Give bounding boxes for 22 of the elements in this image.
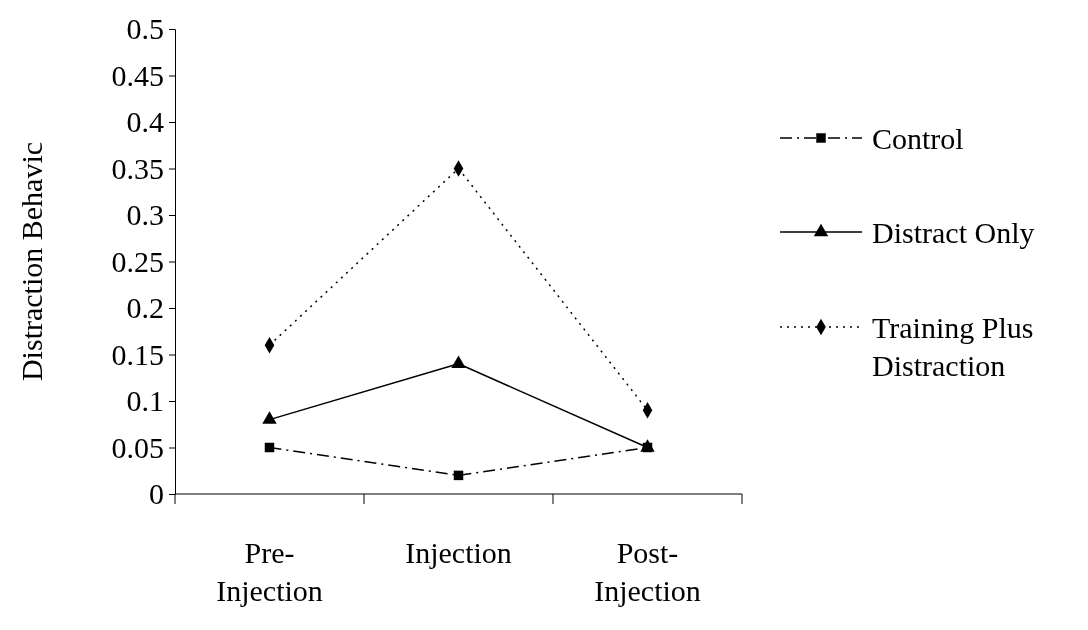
legend-label: Distract Only xyxy=(872,216,1035,249)
y-tick-label: 0 xyxy=(149,477,164,511)
x-tick-label: Pre-Injection xyxy=(216,536,323,607)
point xyxy=(262,411,277,424)
point xyxy=(453,470,464,481)
y-tick-label: 0.35 xyxy=(111,151,164,185)
point xyxy=(451,355,466,368)
legend-label: Training Plus Distraction xyxy=(872,311,1034,382)
y-tick-label: 0.2 xyxy=(126,291,164,325)
x-tick-label: Injection xyxy=(405,536,512,569)
x-tick-label: Post-Injection xyxy=(594,536,701,607)
legend-label: Control xyxy=(872,122,964,155)
y-tick-label: 0.15 xyxy=(111,337,164,371)
y-tick-label: 0.45 xyxy=(111,58,164,92)
y-tick-label: 0.5 xyxy=(126,12,164,46)
y-tick-label: 0.1 xyxy=(126,384,164,418)
y-tick-label: 0.3 xyxy=(126,198,164,232)
y-tick-label: 0.4 xyxy=(126,105,164,139)
y-tick-label: 0.25 xyxy=(111,244,164,278)
y-axis-title: Distraction Behavic xyxy=(15,141,48,382)
y-tick-label: 0.05 xyxy=(111,430,164,464)
point xyxy=(264,442,275,453)
